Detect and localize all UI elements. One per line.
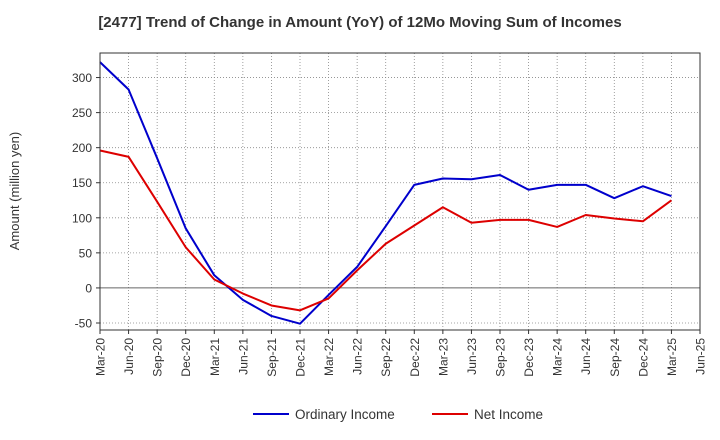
y-tick-label: -50 <box>75 316 93 330</box>
y-tick-label: 250 <box>72 106 92 120</box>
y-tick-label: 50 <box>79 246 93 260</box>
legend: Ordinary Income Net Income <box>253 407 543 422</box>
x-tick-label: Jun-25 <box>694 338 708 375</box>
x-axis-ticks: Mar-20 Jun-20 Sep-20 Dec-20 Mar-21 Jun-21 Sep-… <box>94 330 708 377</box>
x-tick-label: Dec-24 <box>636 338 650 377</box>
x-tick-label: Dec-22 <box>408 338 422 377</box>
y-tick-label: 0 <box>85 281 92 295</box>
legend-label: Ordinary Income <box>295 407 395 422</box>
series-line-net-income <box>99 149 673 312</box>
y-tick-label: 100 <box>72 211 92 225</box>
x-tick-label: Mar-22 <box>322 338 336 376</box>
x-tick-label: Sep-21 <box>265 338 279 377</box>
x-tick-label: Mar-23 <box>436 338 450 376</box>
x-tick-label: Jun-23 <box>465 338 479 375</box>
chart-title: [2477] Trend of Change in Amount (YoY) o… <box>98 14 622 31</box>
x-tick-label: Mar-24 <box>551 338 565 376</box>
y-tick-label: 300 <box>72 71 92 85</box>
x-tick-label: Sep-23 <box>494 338 508 377</box>
x-tick-label: Mar-25 <box>665 338 679 376</box>
x-tick-label: Jun-24 <box>579 338 593 375</box>
x-tick-label: Mar-20 <box>94 338 108 376</box>
x-tick-label: Jun-21 <box>236 338 250 375</box>
plot-frame <box>99 52 701 331</box>
y-axis-ticks: -50 0 50 100 150 200 250 300 <box>72 71 100 330</box>
x-tick-label: Sep-24 <box>608 338 622 377</box>
x-tick-label: Sep-20 <box>151 338 165 377</box>
y-tick-label: 150 <box>72 176 92 190</box>
series-line-ordinary-income <box>99 61 672 325</box>
x-tick-label: Jun-22 <box>351 338 365 375</box>
legend-label: Net Income <box>474 407 543 422</box>
x-tick-label: Sep-22 <box>379 338 393 377</box>
plot-area <box>100 53 700 330</box>
x-tick-label: Jun-20 <box>122 338 136 375</box>
series-lines <box>99 61 673 325</box>
y-tick-label: 200 <box>72 141 92 155</box>
y-axis-label: Amount (million yen) <box>7 132 22 251</box>
x-tick-label: Dec-23 <box>522 338 536 377</box>
x-tick-label: Mar-21 <box>208 338 222 376</box>
x-tick-label: Dec-21 <box>294 338 308 377</box>
x-tick-label: Dec-20 <box>179 338 193 377</box>
